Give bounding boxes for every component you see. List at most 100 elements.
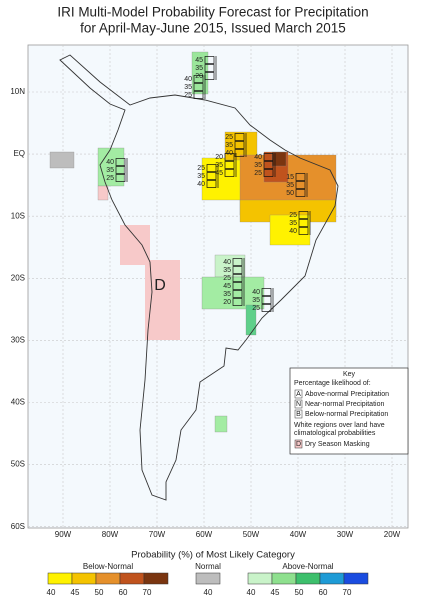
- legend-level: 40: [204, 588, 213, 597]
- lat-label: 50S: [11, 460, 25, 469]
- forecast-box: [232, 290, 243, 298]
- key-box: Key Percentage likelihood of: A Above-nor…: [289, 367, 409, 455]
- forecast-value: 35: [215, 162, 223, 169]
- forecast-box: [232, 274, 243, 282]
- forecast-value: 35: [252, 297, 260, 304]
- forecast-value: 25: [197, 165, 205, 172]
- key-title: Key: [343, 371, 356, 378]
- forecast-value: 40: [184, 76, 192, 83]
- forecast-box: [115, 174, 126, 182]
- forecast-box: [206, 180, 217, 188]
- lon-label: 60W: [196, 530, 213, 539]
- key-box: [294, 389, 303, 399]
- forecast-box: [115, 158, 126, 166]
- legend-level: 50: [95, 588, 104, 597]
- forecast-value: 25: [289, 212, 297, 219]
- legend-swatch: [119, 572, 145, 585]
- legend-swatch: [71, 572, 97, 585]
- legend-group-label: Below-Normal: [83, 562, 133, 571]
- legend-swatch: [247, 572, 273, 585]
- forecast-box: [232, 282, 243, 290]
- forecast-value: 25: [254, 170, 262, 177]
- forecast-box: [204, 56, 215, 64]
- forecast-box: [224, 161, 235, 169]
- forecast-box: [193, 83, 204, 91]
- forecast-box: [206, 164, 217, 172]
- forecast-box: [261, 304, 272, 312]
- title-line: IRI Multi-Model Probability Forecast for…: [57, 5, 368, 20]
- legend-level: 45: [271, 588, 280, 597]
- legend: Below-Normal 40 45 50 60 70 Normal 40 Above-Norm…: [47, 562, 369, 597]
- forecast-value: 35: [289, 220, 297, 227]
- lon-label: 90W: [55, 530, 72, 539]
- forecast-value: 35: [223, 291, 231, 298]
- forecast-value: 25: [252, 305, 260, 312]
- forecast-value: 45: [215, 170, 223, 177]
- forecast-value: 40: [289, 228, 297, 235]
- key-box: [294, 409, 303, 419]
- forecast-value: 35: [195, 65, 203, 72]
- key-text: Above-normal Precipitation: [305, 391, 389, 398]
- lon-label: 40W: [290, 530, 307, 539]
- forecast-value: 45: [223, 283, 231, 290]
- legend-level: 70: [343, 588, 352, 597]
- forecast-value: 40: [106, 159, 114, 166]
- key-note: White regions over land have: [294, 422, 385, 429]
- forecast-box: [298, 211, 309, 219]
- legend-group-label: Above-Normal: [282, 562, 333, 571]
- forecast-box: [295, 173, 306, 181]
- forecast-box: [193, 75, 204, 83]
- forecast-box: [261, 288, 272, 296]
- forecast-box: [193, 91, 204, 99]
- lat-label: 40S: [11, 398, 25, 407]
- forecast-value: 40: [223, 259, 231, 266]
- key-letter: N: [296, 401, 301, 408]
- legend-swatch: [143, 572, 169, 585]
- key-note: climatological probabilities: [294, 430, 376, 437]
- legend-swatch: [195, 572, 221, 585]
- forecast-value: 35: [184, 84, 192, 91]
- forecast-value: 35: [286, 182, 294, 189]
- forecast-box: [261, 296, 272, 304]
- forecast-value: 35: [254, 162, 262, 169]
- forecast-labels: 4535204035252535402035454035252535401535…: [106, 56, 311, 312]
- forecast-value: 35: [106, 167, 114, 174]
- lat-label: 20S: [11, 273, 25, 282]
- lat-label: 10N: [10, 87, 25, 96]
- legend-title: Probability (%) of Most Likely Category: [131, 550, 295, 561]
- key-text: Below-normal Precipitation: [305, 411, 388, 418]
- legend-level: 40: [247, 588, 256, 597]
- legend-swatch: [319, 572, 345, 585]
- legend-swatch: [95, 572, 121, 585]
- forecast-box: [234, 133, 245, 141]
- forecast-value: 20: [223, 299, 231, 306]
- forecast-box: [263, 169, 274, 177]
- forecast-value: 35: [223, 267, 231, 274]
- key-letter: B: [296, 411, 301, 418]
- lat-label: 60S: [11, 522, 25, 531]
- forecast-box: [298, 219, 309, 227]
- legend-group-label: Normal: [195, 562, 221, 571]
- legend-swatch: [343, 572, 369, 585]
- key-subtitle: Percentage likelihood of:: [294, 380, 371, 387]
- forecast-value: 25: [225, 134, 233, 141]
- lat-label: 30S: [11, 336, 25, 345]
- forecast-box: [232, 258, 243, 266]
- forecast-value: 20: [215, 154, 223, 161]
- key-text: Near-normal Precipitation: [305, 401, 384, 408]
- forecast-box: [298, 227, 309, 235]
- forecast-box: [232, 298, 243, 306]
- forecast-value: 40: [197, 181, 205, 188]
- legend-swatch: [295, 572, 321, 585]
- legend-level: 60: [119, 588, 128, 597]
- mask-label: D: [154, 277, 166, 294]
- forecast-value: 50: [286, 190, 294, 197]
- legend-swatch: [271, 572, 297, 585]
- legend-level: 40: [47, 588, 56, 597]
- lon-label: 30W: [337, 530, 354, 539]
- lon-label: 50W: [243, 530, 260, 539]
- forecast-value: 40: [254, 154, 262, 161]
- lon-label: 70W: [149, 530, 166, 539]
- legend-level: 50: [295, 588, 304, 597]
- forecast-value: 40: [252, 289, 260, 296]
